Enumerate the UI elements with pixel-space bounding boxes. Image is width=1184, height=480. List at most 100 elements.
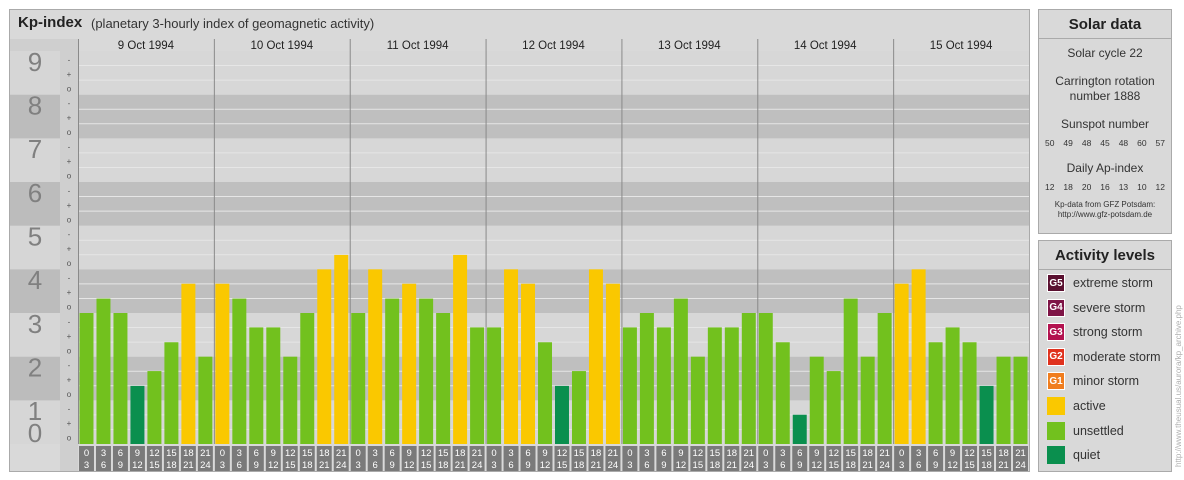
day-header-strip — [78, 39, 1029, 51]
interval-box-d6-s2 — [775, 446, 791, 471]
carrington-rotation-number: number 1888 — [1069, 89, 1141, 103]
band-2 — [10, 313, 1029, 357]
kp-bar-d3-s2 — [368, 269, 383, 444]
kp-bar-d7-s4 — [945, 327, 960, 444]
interval-box-d1-s6 — [163, 446, 179, 471]
interval-start-label: 12 — [964, 448, 975, 459]
interval-start-label: 12 — [149, 448, 160, 459]
interval-end-label: 18 — [574, 460, 585, 471]
interval-end-label: 12 — [268, 460, 279, 471]
day-label-7: 15 Oct 1994 — [930, 40, 993, 52]
kp-bar-d7-s1 — [894, 283, 909, 444]
major-band-7 — [10, 94, 60, 139]
interval-box-d5-s4 — [673, 446, 689, 471]
kp-bar-d4-s6 — [571, 371, 586, 444]
legend-quiet: quiet — [1047, 446, 1101, 465]
interval-box-d1-s8 — [197, 446, 213, 471]
interval-box-d7-s6 — [979, 446, 995, 471]
y-tick-label-6: 6 — [28, 178, 42, 208]
interval-box-d1-s4 — [129, 446, 145, 471]
interval-end-label: 12 — [947, 460, 958, 471]
band-4 — [10, 225, 1029, 270]
interval-start-label: 12 — [421, 448, 432, 459]
interval-box-d5-s7 — [724, 446, 740, 471]
kp-bar-d1-s1 — [79, 313, 94, 444]
interval-end-label: 6 — [916, 460, 921, 471]
day-label-5: 13 Oct 1994 — [658, 40, 721, 52]
ap-value-5: 13 — [1118, 182, 1129, 192]
y-minor-tick: - — [68, 317, 71, 326]
kp-bar-d2-s8 — [334, 254, 349, 444]
legend-severe-storm: G4 severe storm — [1047, 298, 1145, 317]
kp-bar-d1-s2 — [96, 298, 111, 444]
interval-start-label: 0 — [84, 448, 89, 459]
kp-bar-d5-s6 — [707, 327, 722, 444]
kp-bar-d6-s4 — [809, 356, 824, 444]
legend-minor-storm-swatch: G1 — [1047, 372, 1065, 391]
interval-start-label: 3 — [101, 448, 106, 459]
legend-moderate-storm: G2 moderate storm — [1047, 347, 1161, 366]
interval-box-d3-s2 — [367, 446, 383, 471]
legend-active-swatch — [1047, 397, 1065, 415]
interval-start-label: 12 — [828, 448, 839, 459]
y-tick-label-2: 2 — [28, 353, 42, 383]
interval-start-label: 9 — [135, 448, 140, 459]
credit-link[interactable]: http://www.gfz-potsdam.de — [1057, 210, 1153, 219]
legend-active-label: active — [1073, 399, 1106, 413]
interval-box-d2-s1 — [214, 446, 230, 471]
legend-quiet-label: quiet — [1073, 448, 1101, 463]
interval-box-d3-s3 — [384, 446, 400, 471]
kp-bar-d2-s7 — [317, 269, 332, 444]
interval-box-d3-s4 — [401, 446, 417, 471]
kp-bar-d6-s8 — [877, 313, 892, 444]
interval-end-label: 21 — [998, 460, 1009, 471]
kp-bar-d5-s1 — [622, 327, 637, 444]
interval-end-label: 9 — [661, 460, 666, 471]
major-band-6 — [10, 138, 60, 182]
interval-end-label: 6 — [644, 460, 649, 471]
interval-start-label: 18 — [591, 448, 602, 459]
legend-unsettled-label: unsettled — [1073, 423, 1124, 438]
interval-box-d4-s1 — [486, 446, 502, 471]
kp-bar-d2-s5 — [283, 356, 298, 444]
band-3 — [10, 269, 1029, 313]
interval-end-label: 15 — [149, 460, 160, 471]
interval-start-label: 12 — [285, 448, 296, 459]
interval-box-d7-s5 — [962, 446, 978, 471]
interval-end-label: 21 — [862, 460, 873, 471]
interval-start-label: 0 — [627, 448, 632, 459]
y-tick-label-5: 5 — [28, 222, 42, 252]
kp-bar-d5-s7 — [724, 327, 739, 444]
interval-start-label: 3 — [916, 448, 921, 459]
legend-moderate-storm-swatch: G2 — [1047, 347, 1065, 366]
chart-title: Kp-index — [18, 14, 83, 31]
sunspot-value-7: 57 — [1155, 138, 1165, 148]
interval-start-label: 9 — [542, 448, 547, 459]
interval-end-label: 15 — [421, 460, 432, 471]
interval-box-d5-s8 — [741, 446, 757, 471]
kp-bar-d3-s1 — [351, 313, 366, 444]
interval-end-label: 12 — [676, 460, 687, 471]
kp-bar-d3-s5 — [419, 298, 434, 444]
kp-bar-d7-s7 — [996, 356, 1011, 444]
legend-minor-storm-label: minor storm — [1073, 374, 1139, 389]
chart-subtitle: (planetary 3-hourly index of geomagnetic… — [91, 16, 375, 31]
interval-end-label: 18 — [710, 460, 721, 471]
interval-end-label: 21 — [455, 460, 466, 471]
interval-start-label: 18 — [183, 448, 194, 459]
interval-start-label: 15 — [981, 448, 992, 459]
y-tick-label-7: 7 — [28, 134, 42, 164]
y-minor-tick: o — [67, 434, 72, 443]
interval-end-label: 9 — [118, 460, 123, 471]
interval-box-d1-s7 — [180, 446, 196, 471]
legend-strong-storm: G3 strong storm — [1047, 323, 1142, 342]
kp-bar-d6-s7 — [860, 356, 875, 444]
major-band-1 — [10, 356, 60, 401]
interval-box-d3-s8 — [469, 446, 485, 471]
interval-end-label: 24 — [1015, 460, 1026, 471]
interval-start-label: 18 — [455, 448, 466, 459]
y-minor-tick: - — [68, 361, 71, 370]
sunspot-values: 50 49 48 45 48 60 57 — [1039, 138, 1171, 148]
y-tick-label-4: 4 — [28, 265, 42, 295]
y-minor-tick: + — [67, 419, 72, 428]
